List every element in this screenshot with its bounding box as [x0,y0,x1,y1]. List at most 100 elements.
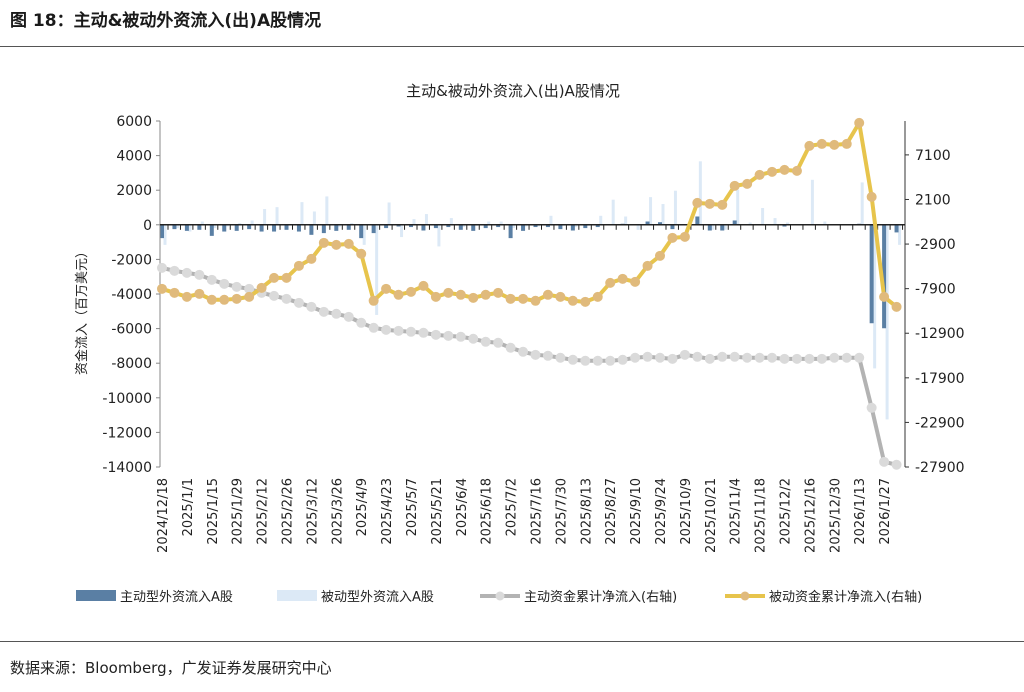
cum-active-point [455,331,466,342]
cum-active-point [879,456,890,467]
cum-active-point [704,353,715,364]
cum-passive-point [219,294,230,305]
cum-passive-point [679,231,690,242]
cum-passive-point [181,291,192,302]
legend-swatch-passive [277,590,317,601]
active-bar [421,224,426,231]
active-bar [471,224,476,231]
passive-bar [312,211,316,225]
active-bar [184,224,189,231]
passive-bar [412,219,416,225]
passive-bar [873,224,877,369]
source-note: 数据来源：Bloomberg，广发证券发展研究中心 [10,659,332,677]
passive-bar [898,224,902,245]
legend-swatch-active [76,590,116,601]
passive-bar [375,224,379,315]
cum-active-point [381,324,392,335]
figure-title: 图 18：主动&被动外资流入(出)A股情况 [10,11,322,31]
legend-marker-cum-active [495,591,505,601]
x-tick-label: 2025/6/4 [455,478,470,536]
cum-passive-point [480,289,491,300]
active-bar [894,224,899,233]
x-tick-label: 2025/7/2 [505,478,520,536]
active-bar [533,224,538,228]
cum-active-point [804,353,815,364]
top-divider [0,46,1024,47]
x-tick-label: 2026/1/27 [878,478,893,545]
x-tick-label: 2025/4/9 [355,478,370,536]
cum-active-point [293,297,304,308]
cum-active-point [219,278,230,289]
passive-bar [661,204,665,225]
active-bar [658,222,662,225]
passive-bar [487,221,491,225]
active-bar [732,220,737,225]
cum-passive-point [630,276,641,287]
passive-bar [537,224,540,227]
cum-passive-point [542,289,553,300]
y2-tick-label: -27900 [915,460,965,476]
y-tick-label: 4000 [116,149,152,165]
active-bar [197,224,202,230]
active-bar [247,224,252,230]
cum-passive-point [518,293,529,304]
passive-bar [238,223,242,225]
cum-passive-point [356,248,367,259]
x-tick-label: 2025/5/21 [430,478,445,545]
active-bar [521,224,526,231]
y-tick-label: 0 [143,218,152,234]
cum-passive-point [194,288,205,299]
x-tick-label: 2025/12/2 [779,478,794,545]
cum-passive-point [468,292,479,303]
x-tick-label: 2025/9/24 [654,478,669,545]
active-bar [296,224,301,232]
active-bar [570,224,575,231]
cum-active-point [480,336,491,347]
active-bar [645,221,650,225]
cum-passive-point [879,291,890,302]
passive-bar [275,207,279,225]
cum-passive-point [667,232,678,243]
cum-passive-point [866,191,877,202]
cum-passive-point [704,198,715,209]
cum-passive-point [430,291,441,302]
cum-passive-point [580,296,591,307]
passive-bar [786,222,789,225]
active-bar [496,224,501,228]
passive-bar [736,189,740,225]
cum-passive-point [742,178,753,189]
passive-bar [698,161,702,225]
x-tick-label: 2026/1/13 [853,478,868,545]
active-bar [869,224,874,324]
passive-bar [263,209,267,225]
cum-passive-point [767,166,778,177]
cum-passive-point [281,272,292,283]
cum-active-point [206,274,217,285]
cum-passive-point [244,291,255,302]
passive-bar [200,221,204,225]
cum-active-point [518,346,529,357]
passive-bar [225,224,229,227]
passive-bar [885,224,889,420]
y2-tick-label: -12900 [915,326,965,342]
cum-active-point [368,322,379,333]
passive-bar [499,221,503,225]
cum-active-point [567,354,578,365]
cum-passive-point [829,139,840,150]
cum-passive-point [455,289,466,300]
cum-active-point [418,327,429,338]
cum-active-point [356,317,367,328]
cum-active-point [729,351,740,362]
cum-active-point [157,262,167,273]
passive-bar [624,216,628,225]
active-bar [882,224,887,329]
cum-active-point [181,267,192,278]
x-tick-label: 2025/9/10 [629,478,644,545]
cum-passive-point [231,293,242,304]
active-bar [359,224,364,239]
passive-bar [810,179,814,225]
active-bar [222,224,227,232]
x-tick-label: 2025/1/15 [206,478,221,545]
x-tick-label: 2025/1/1 [181,478,196,536]
y-tick-label: 2000 [116,183,152,199]
